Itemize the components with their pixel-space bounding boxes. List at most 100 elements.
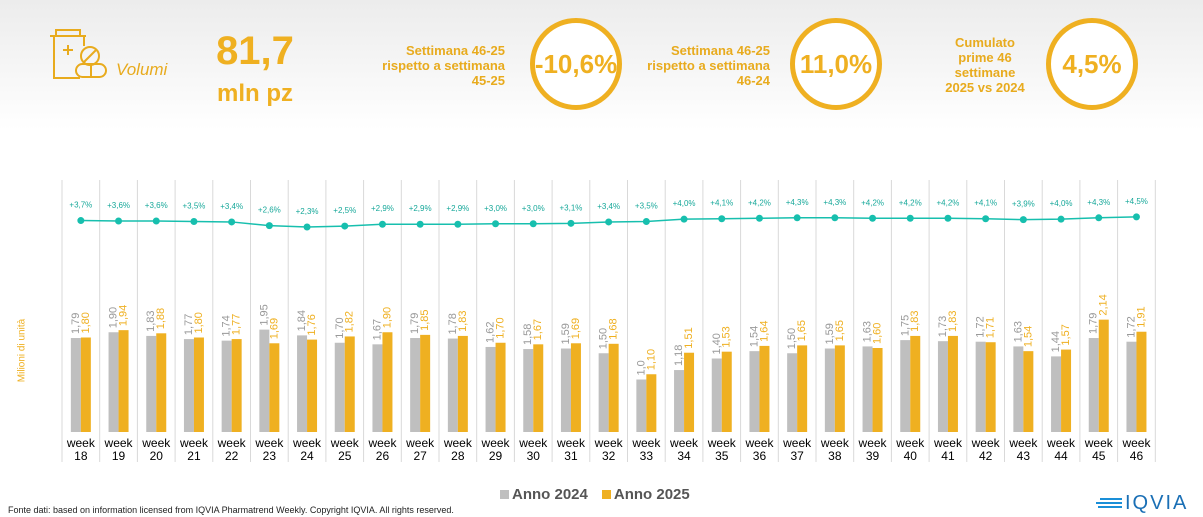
bar-anno-2025 — [495, 342, 506, 432]
growth-point — [378, 220, 386, 228]
bar-value-label: 1,69 — [268, 318, 280, 339]
bar-anno-2025 — [231, 339, 242, 432]
bar-anno-2025 — [1023, 351, 1034, 432]
bar-anno-2025 — [759, 345, 770, 432]
bar-value-label: 1,80 — [80, 312, 92, 333]
growth-point — [1057, 215, 1065, 223]
bar-anno-2024 — [70, 338, 81, 432]
total-volume-unit: mln pz — [217, 80, 293, 107]
growth-point — [265, 222, 273, 230]
bar-value-label: 1,78 — [447, 313, 459, 334]
growth-label: +4,0% — [673, 199, 696, 208]
bar-value-label: 1,82 — [344, 311, 356, 332]
bar-value-label: 1,80 — [193, 312, 205, 333]
x-tick-label: week 44 — [1046, 436, 1076, 463]
bar-anno-2024 — [297, 335, 308, 432]
bar-anno-2024 — [372, 344, 383, 432]
bar-anno-2025 — [307, 339, 318, 432]
iqvia-logo-mark-icon — [1096, 497, 1122, 508]
bar-value-label: 1,90 — [381, 307, 393, 328]
kpi-circle-cumulative: 4,5% — [1046, 18, 1138, 110]
x-tick-label: week 23 — [254, 436, 284, 463]
bar-value-label: 1,83 — [145, 311, 157, 332]
growth-point — [755, 214, 763, 222]
x-tick-label: week 31 — [556, 436, 586, 463]
bar-anno-2025 — [420, 334, 431, 432]
growth-label: +3,4% — [597, 202, 620, 211]
x-tick-label: week 32 — [594, 436, 624, 463]
x-tick-label: week 19 — [104, 436, 134, 463]
growth-point — [906, 214, 914, 222]
growth-point — [793, 214, 801, 222]
bar-anno-2024 — [900, 340, 911, 432]
growth-point — [341, 222, 349, 230]
bar-value-label: 1,60 — [872, 323, 884, 344]
bar-anno-2025 — [533, 344, 544, 432]
bar-value-label: 1,50 — [786, 328, 798, 349]
bar-value-label: 1,70 — [334, 317, 346, 338]
bar-anno-2024 — [1013, 346, 1024, 432]
bar-anno-2024 — [221, 340, 232, 432]
growth-label: +3,5% — [182, 201, 205, 210]
x-tick-label: week 28 — [443, 436, 473, 463]
x-tick-label: week 26 — [367, 436, 397, 463]
growth-label: +4,2% — [861, 198, 884, 207]
bar-value-label: 1,77 — [183, 314, 195, 335]
bar-value-label: 1,79 — [1088, 313, 1100, 334]
x-tick-label: week 21 — [179, 436, 209, 463]
bar-anno-2024 — [334, 342, 345, 432]
bar-value-label: 1,79 — [70, 313, 82, 334]
x-tick-label: week 27 — [405, 436, 435, 463]
growth-label: +3,9% — [1012, 200, 1035, 209]
growth-label: +4,3% — [823, 198, 846, 207]
growth-label: +3,0% — [522, 204, 545, 213]
bar-value-label: 1,83 — [947, 311, 959, 332]
x-tick-label: week 45 — [1084, 436, 1114, 463]
bar-value-label: 1,58 — [522, 324, 534, 345]
growth-label: +2,3% — [296, 207, 319, 216]
bar-value-label: 1,0 — [635, 360, 647, 375]
x-tick-label: week 42 — [971, 436, 1001, 463]
bar-value-label: 1,51 — [683, 327, 695, 348]
bar-value-label: 1,77 — [231, 314, 243, 335]
bar-anno-2024 — [674, 370, 685, 432]
bar-value-label: 1,67 — [532, 319, 544, 340]
bar-value-label: 1,69 — [570, 318, 582, 339]
growth-label: +3,5% — [635, 201, 658, 210]
medicine-icon — [50, 29, 107, 79]
bar-value-label: 1,74 — [221, 315, 233, 336]
growth-label: +4,3% — [1087, 198, 1110, 207]
growth-label: +4,1% — [974, 199, 997, 208]
growth-point — [152, 217, 160, 225]
bar-anno-2025 — [570, 343, 581, 432]
bar-anno-2024 — [711, 358, 722, 432]
bar-anno-2024 — [560, 348, 571, 432]
bar-value-label: 1,64 — [758, 320, 770, 341]
growth-label: +3,4% — [220, 202, 243, 211]
growth-point — [115, 217, 123, 225]
bar-anno-2024 — [975, 341, 986, 432]
kpi-label-yoy: Settimana 46-25 rispetto a settimana 46-… — [647, 43, 770, 88]
bar-anno-2025 — [80, 337, 91, 432]
x-tick-label: week 36 — [744, 436, 774, 463]
bar-anno-2025 — [947, 335, 958, 432]
growth-label: +2,6% — [258, 206, 281, 215]
legend-label-2024: Anno 2024 — [512, 486, 588, 503]
bar-value-label: 1,10 — [645, 349, 657, 370]
bar-anno-2025 — [344, 336, 355, 432]
x-tick-label: week 38 — [820, 436, 850, 463]
bar-anno-2025 — [1061, 349, 1072, 432]
bar-value-label: 2,14 — [1098, 294, 1110, 315]
growth-label: +3,1% — [559, 203, 582, 212]
growth-point — [492, 220, 500, 228]
bar-anno-2024 — [787, 353, 798, 432]
total-volume: 81,7 — [216, 29, 294, 73]
growth-point — [944, 214, 952, 222]
bar-anno-2025 — [985, 342, 996, 432]
growth-label: +4,2% — [899, 198, 922, 207]
x-tick-label: week 34 — [669, 436, 699, 463]
legend-label-2025: Anno 2025 — [613, 486, 690, 503]
bar-value-label: 1,62 — [485, 322, 497, 343]
volumi-label: Volumi — [116, 60, 168, 79]
bar-anno-2025 — [684, 352, 695, 432]
